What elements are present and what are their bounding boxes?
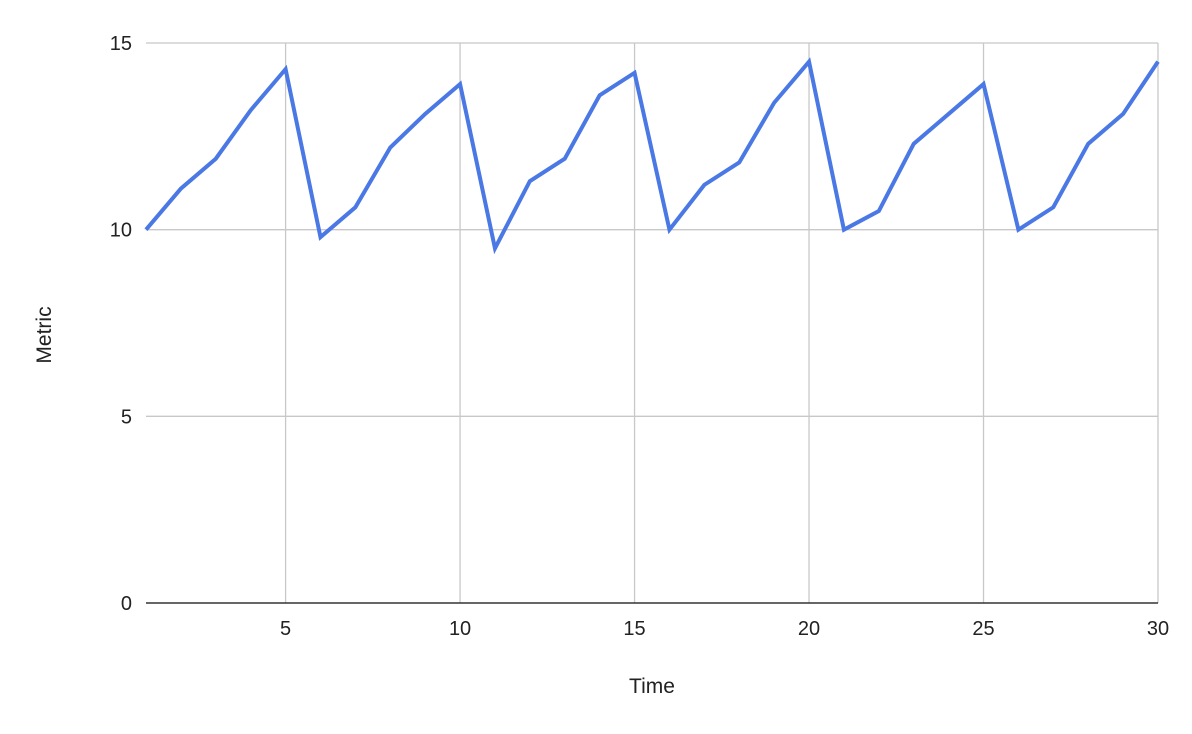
y-tick-label: 15 (110, 33, 132, 55)
x-tick-label: 20 (798, 618, 820, 640)
grid-lines (146, 42, 1159, 603)
x-tick-label: 30 (1147, 618, 1169, 640)
x-axis-title: Time (629, 675, 675, 698)
y-tick-label: 5 (121, 406, 132, 428)
y-tick-label: 10 (110, 220, 132, 242)
y-axis-title: Metric (33, 306, 56, 363)
y-tick-label: 0 (121, 593, 132, 615)
x-tick-label: 15 (623, 618, 645, 640)
x-tick-label: 10 (449, 618, 471, 640)
x-tick-label: 25 (972, 618, 994, 640)
series-layer (144, 57, 1160, 255)
x-tick-label: 5 (280, 618, 291, 640)
tick-labels: 0 5 10 15 5 10 15 20 25 30 (110, 33, 1169, 640)
series-line (144, 57, 1160, 255)
